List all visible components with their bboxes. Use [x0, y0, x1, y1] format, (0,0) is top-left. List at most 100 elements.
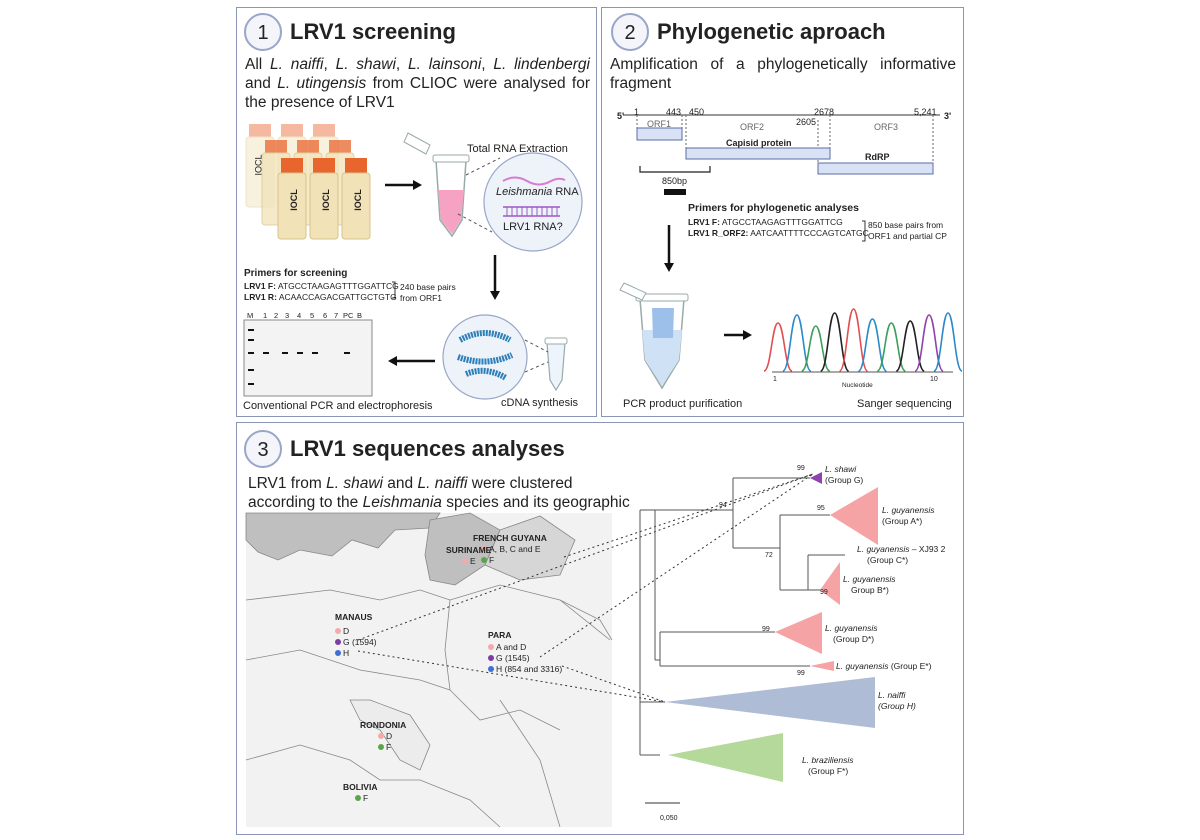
- map-region-manaus: MANAUS D G (1594) H: [335, 612, 377, 658]
- amplicon-band: [664, 189, 686, 195]
- position-2678: 2678: [814, 107, 835, 117]
- screening-primer-note: 240 base pairs from ORF1: [400, 282, 456, 303]
- capsid-box: [685, 147, 831, 160]
- clade-naiffi: [665, 677, 875, 728]
- map-region-french-guyana: FRENCH GUYANA A, B, C and E F: [473, 533, 547, 565]
- sample-tubes-group: [245, 124, 371, 240]
- leaf-shawi: L. shawi (Group G): [825, 464, 864, 485]
- position-443: 443: [666, 107, 682, 117]
- panel3-description: LRV1 from L. shawi and L. naiffi were cl…: [248, 475, 630, 530]
- phylo-primers-title: Primers for phylogenetic analyses: [688, 202, 859, 214]
- leaf-guyanensis-b: L. guyanensis Group B*): [843, 574, 896, 595]
- position-1: 1: [634, 107, 640, 117]
- bootstrap-94: 94: [719, 502, 727, 509]
- clade-braziliensis: [668, 733, 783, 782]
- gel-caption: Conventional PCR and electrophoresis: [243, 400, 433, 412]
- phylo-primers: Primers for phylogenetic analyses LRV1 F…: [688, 202, 869, 239]
- dot-green: [481, 557, 487, 563]
- screening-primers: Primers for screening LRV1 F: ATGCCTAAGA…: [244, 268, 399, 302]
- south-america-map: [245, 512, 613, 828]
- leaf-guyanensis-a: L. guyanensis (Group A*): [882, 505, 935, 526]
- orf1-box: [636, 127, 683, 141]
- position-450: 450: [689, 107, 705, 117]
- bootstrap-guy-b: 99: [820, 589, 828, 596]
- genome-3prime: 3': [944, 111, 952, 121]
- panel1-title: LRV1 screening: [290, 19, 456, 44]
- sanger-chromatogram: [763, 308, 963, 372]
- step-number-1: 1: [244, 13, 282, 51]
- dot-blue: [335, 650, 341, 656]
- cdna-caption: cDNA synthesis: [501, 397, 579, 409]
- chromatogram-axis-label: Nucleotide: [842, 382, 873, 389]
- panel2-description: Amplification of a phylogenetically info…: [610, 56, 956, 92]
- rna-tube-icon: [403, 132, 470, 238]
- chromatogram-peak: [933, 312, 963, 372]
- map-region-rondonia: RONDONIA D F: [360, 720, 407, 752]
- dsrna-icon: [503, 206, 560, 217]
- dot-pink: [481, 546, 487, 552]
- rdrp-label: RdRP: [865, 152, 890, 162]
- bootstrap-guy-e: 99: [797, 670, 805, 677]
- chromatogram-tick-start: 1: [773, 376, 777, 383]
- leaf-braziliensis: L. braziliensis (Group F*): [802, 755, 854, 776]
- gel-image: [243, 319, 373, 397]
- bootstrap-72: 72: [765, 552, 773, 559]
- amplicon-label: 850bp: [662, 176, 688, 186]
- orf3-label: ORF3: [874, 122, 899, 132]
- leaf-guyanensis-d: L. guyanensis (Group D*): [825, 623, 878, 644]
- cdna-zoom-circle: [442, 314, 528, 400]
- leaf-guyanensis-c: L. guyanensis – XJ93 2 (Group C*): [857, 544, 946, 565]
- orf1-label: ORF1: [647, 119, 672, 129]
- chromatogram-tick-end: 10: [930, 376, 938, 383]
- rdrp-box: [817, 162, 934, 175]
- genome-5prime: 5': [617, 111, 625, 121]
- dot-green: [355, 795, 361, 801]
- step-number-3: 3: [244, 430, 282, 468]
- clade-guyanensis-e: [810, 661, 834, 671]
- clade-guyanensis-a: [830, 487, 878, 545]
- cdna-tube-icon: [544, 337, 568, 392]
- purification-tube-icon: [619, 282, 689, 390]
- dot-green: [378, 744, 384, 750]
- phylogenetic-tree: [639, 477, 845, 804]
- total-rna-extraction-label: Total RNA Extraction: [467, 143, 568, 155]
- amplicon-bracket: [639, 166, 711, 173]
- bootstrap-guy-a: 95: [817, 505, 825, 512]
- map-region-para: PARA A and D G (1545) H (854 and 3316): [488, 630, 563, 674]
- bootstrap-guy-d: 99: [762, 626, 770, 633]
- tree-scale-label: 0,050: [660, 815, 678, 822]
- position-5241: 5,241: [914, 107, 937, 117]
- panel3-title: LRV1 sequences analyses: [290, 436, 565, 461]
- panel1-description: All L. naiffi, L. shawi, L. lainsoni, L.…: [245, 56, 591, 111]
- dot-purple: [488, 655, 494, 661]
- dot-pink: [488, 644, 494, 650]
- chromatogram-peak: [782, 314, 812, 372]
- leaf-naiffi: L. naiffi (Group H): [878, 690, 916, 711]
- dot-pink: [462, 558, 468, 564]
- dot-purple: [335, 639, 341, 645]
- capsid-label: Capisid protein: [726, 138, 792, 148]
- dot-blue: [488, 666, 494, 672]
- position-2605: 2605: [796, 117, 817, 127]
- leaf-guyanensis-e: L. guyanensis (Group E*): [836, 661, 932, 671]
- dot-pink: [378, 733, 384, 739]
- dot-pink: [335, 628, 341, 634]
- map-region-bolivia: BOLIVIA F: [343, 782, 378, 803]
- leishmania-rna-label: Leishmania RNA: [496, 186, 579, 198]
- purification-caption: PCR product purification: [623, 398, 743, 410]
- chromatogram-peak: [838, 308, 869, 372]
- clade-shawi: [810, 472, 822, 484]
- sequencing-caption: Sanger sequencing: [857, 398, 952, 410]
- lrv1-rna-label: LRV1 RNA?: [503, 221, 563, 233]
- map-region-suriname: SURINAME E: [446, 545, 492, 566]
- clade-guyanensis-d: [775, 612, 822, 654]
- clade-guyanensis-b: [820, 562, 840, 605]
- step-number-2: 2: [611, 13, 649, 51]
- screening-primers-title: Primers for screening: [244, 268, 348, 279]
- bootstrap-shawi: 99: [797, 465, 805, 472]
- panel2-title: Phylogenetic aproach: [657, 19, 886, 44]
- phylo-primer-note: 850 base pairs from ORF1 and partial CP: [868, 220, 947, 241]
